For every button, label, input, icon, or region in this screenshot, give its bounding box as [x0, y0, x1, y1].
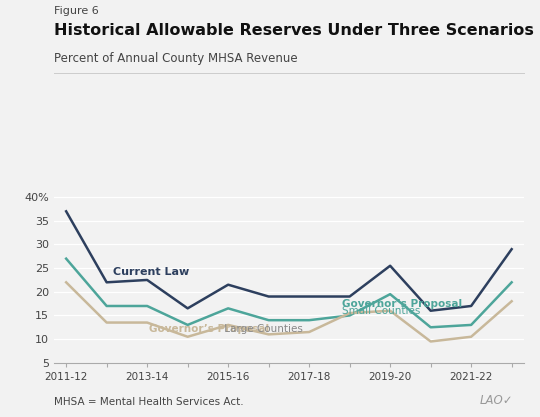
Text: Large Counties: Large Counties — [221, 324, 303, 334]
Text: Governor’s Proposal: Governor’s Proposal — [149, 324, 269, 334]
Text: Governor’s Proposal: Governor’s Proposal — [341, 299, 462, 309]
Text: Current Law: Current Law — [113, 267, 189, 277]
Text: MHSA = Mental Health Services Act.: MHSA = Mental Health Services Act. — [54, 397, 244, 407]
Text: Percent of Annual County MHSA Revenue: Percent of Annual County MHSA Revenue — [54, 52, 298, 65]
Text: Historical Allowable Reserves Under Three Scenarios: Historical Allowable Reserves Under Thre… — [54, 23, 534, 38]
Text: LAO✓: LAO✓ — [480, 394, 513, 407]
Text: Small Counties: Small Counties — [341, 306, 420, 316]
Text: Figure 6: Figure 6 — [54, 6, 99, 16]
